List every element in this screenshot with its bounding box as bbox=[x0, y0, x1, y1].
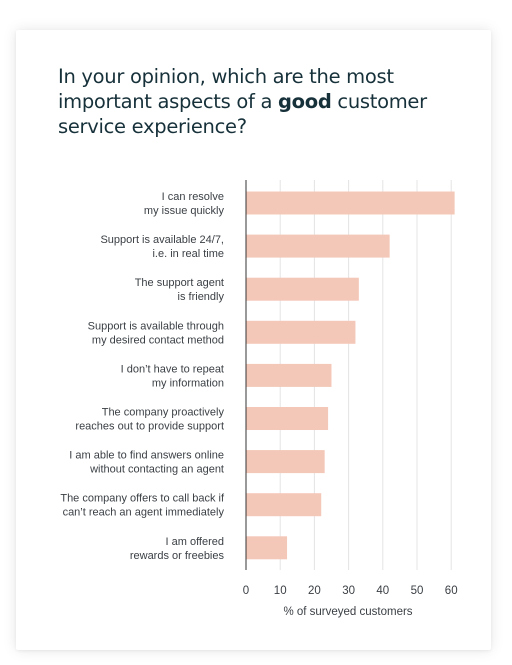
category-label-line: reaches out to provide support bbox=[75, 421, 224, 433]
category-label-line: The company offers to call back if bbox=[60, 493, 225, 505]
category-label-line: The support agent bbox=[135, 277, 224, 289]
x-tick-label-40: 40 bbox=[376, 585, 389, 597]
x-tick-label-30: 30 bbox=[342, 585, 355, 597]
category-label-line: I don’t have to repeat bbox=[121, 363, 224, 375]
category-label-line: I can resolve bbox=[162, 191, 224, 203]
category-label-line: my issue quickly bbox=[144, 205, 225, 217]
x-tick-label-0: 0 bbox=[243, 585, 249, 597]
bar-2 bbox=[246, 234, 390, 258]
category-label-line: rewards or freebies bbox=[130, 550, 225, 562]
category-label-line: I am able to find answers online bbox=[69, 450, 224, 462]
category-label-line: Support is available 24/7, bbox=[100, 234, 224, 246]
category-label-line: Support is available through bbox=[88, 320, 224, 332]
category-label-line: is friendly bbox=[178, 291, 225, 303]
x-tick-label-10: 10 bbox=[274, 585, 287, 597]
category-label-2: Support is available 24/7, i.e. in real t… bbox=[100, 234, 224, 260]
title-part-2: customer service experience? bbox=[58, 90, 427, 138]
x-tick-label-50: 50 bbox=[411, 585, 424, 597]
category-label-8: The company offers to call back if can’t … bbox=[60, 493, 225, 519]
bar-3 bbox=[246, 277, 359, 301]
category-label-4: Support is available through my desired c… bbox=[88, 320, 224, 346]
x-tick-label-60: 60 bbox=[445, 585, 458, 597]
category-label-9: I am offered rewards or freebies bbox=[130, 536, 225, 562]
category-label-line: my information bbox=[152, 377, 224, 389]
x-tick-label-20: 20 bbox=[308, 585, 321, 597]
x-axis-title: % of surveyed customers bbox=[283, 606, 412, 618]
x-axis: 0 10 20 30 40 50 60 bbox=[243, 180, 458, 597]
category-label-3: The support agent is friendly bbox=[135, 277, 225, 303]
category-label-line: i.e. in real time bbox=[152, 248, 224, 260]
category-label-5: I don’t have to repeat my information bbox=[121, 363, 224, 389]
title-part-1: In your opinion, which are the most impo… bbox=[58, 65, 394, 113]
bar-9 bbox=[246, 536, 288, 560]
category-label-line: The company proactively bbox=[102, 407, 225, 419]
bar-8 bbox=[246, 493, 322, 517]
bar-6 bbox=[246, 407, 329, 430]
bar-1 bbox=[246, 191, 455, 215]
chart-title: In your opinion, which are the most impo… bbox=[58, 64, 468, 139]
category-label-7: I am able to find answers online without … bbox=[69, 450, 224, 476]
bar-7 bbox=[246, 450, 325, 474]
category-label-line: I am offered bbox=[166, 536, 225, 548]
title-emphasis: good bbox=[278, 90, 332, 113]
bars bbox=[246, 191, 455, 560]
category-label-line: my desired contact method bbox=[92, 334, 224, 346]
category-label-1: I can resolve my issue quickly bbox=[144, 191, 225, 217]
category-label-line: can’t reach an agent immediately bbox=[63, 507, 225, 519]
category-label-line: without contacting an agent bbox=[89, 464, 224, 476]
bar-5 bbox=[246, 363, 332, 387]
category-label-6: The company proactively reaches out to pr… bbox=[75, 407, 224, 433]
bar-4 bbox=[246, 320, 356, 344]
category-labels: I can resolve my issue quickly Support is … bbox=[60, 191, 225, 562]
